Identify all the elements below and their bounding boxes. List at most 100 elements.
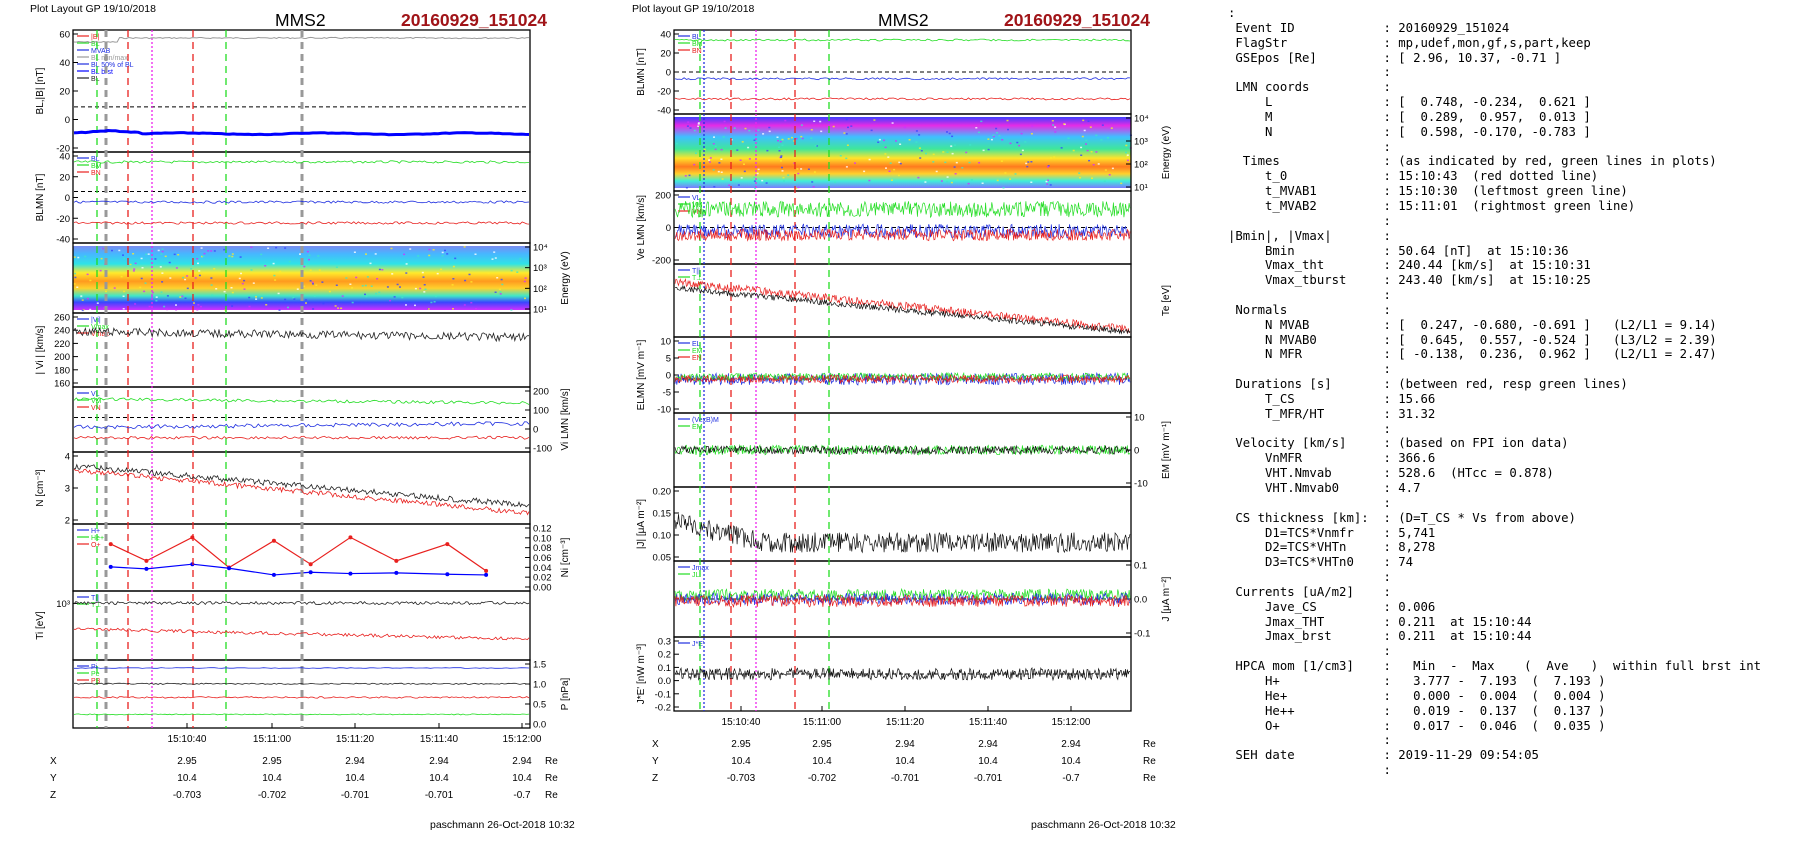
- bl-trace: [73, 200, 530, 204]
- bl-trace: [675, 38, 1131, 42]
- time-tick-label: 15:11:40: [420, 734, 459, 745]
- spectrogram-speckle: [313, 295, 316, 297]
- spectrogram-speckle: [1018, 144, 1021, 147]
- spectrogram-speckle: [917, 176, 920, 179]
- spectrogram-speckle: [77, 256, 80, 259]
- y-axis-label: J [μA m⁻²]: [1161, 576, 1172, 621]
- spectrogram-speckle: [739, 159, 742, 161]
- vm-trace: [73, 421, 530, 430]
- pi-trace: [73, 696, 530, 699]
- orbit-row-name: Y: [50, 773, 57, 784]
- spectrogram-speckle: [1103, 180, 1106, 182]
- spectrogram-speckle: [228, 255, 231, 257]
- y-tick-label: -40: [56, 235, 70, 246]
- spectrogram-speckle: [308, 258, 310, 261]
- spectrogram-speckle: [720, 148, 723, 151]
- spectrogram-speckle: [312, 308, 315, 310]
- legend-entry: VN: [91, 405, 101, 412]
- spectrogram-speckle: [100, 257, 103, 260]
- y-tick-label: 100: [533, 406, 549, 417]
- spectrogram-speckle: [198, 270, 201, 272]
- spectrogram-speckle: [1083, 129, 1086, 132]
- spectrogram-speckle: [475, 308, 477, 310]
- spectrogram-speckle: [523, 280, 526, 283]
- spectrogram-speckle: [414, 304, 416, 307]
- spectrogram-speckle: [86, 273, 89, 276]
- spectrogram-speckle: [891, 122, 894, 124]
- y-tick-label: -5: [663, 388, 671, 399]
- legend-entry: EN: [692, 355, 702, 362]
- spectrogram-speckle: [820, 130, 823, 133]
- spectrogram-speckle: [76, 286, 79, 288]
- spectrogram-speckle: [303, 265, 306, 268]
- y-axis-label: | Vi | [km/s]: [35, 325, 46, 374]
- summary-line: O+ : 0.017 - 0.046 ( 0.035 ): [1228, 718, 1606, 733]
- spectrogram-speckle: [193, 302, 195, 304]
- spectrogram-speckle: [845, 166, 848, 168]
- legend-entry: BL 50% of BL: [91, 62, 134, 69]
- spectrogram-speckle: [845, 118, 848, 121]
- spectrogram-speckle: [81, 299, 84, 301]
- spectrogram-speckle: [207, 250, 210, 252]
- spectrogram-speckle: [423, 284, 426, 286]
- spectrogram-speckle: [145, 253, 148, 256]
- spectrogram-speckle: [1025, 162, 1028, 165]
- summary-line: M : [ 0.289, 0.957, 0.013 ]: [1228, 109, 1591, 124]
- legend-entry: H+: [91, 528, 100, 535]
- spectrogram-speckle: [743, 163, 745, 165]
- spectrogram-speckle: [1106, 137, 1109, 139]
- spectrogram-speckle: [953, 166, 956, 168]
- spectrogram-speckle: [992, 134, 995, 137]
- orbit-value: -0.7: [513, 790, 531, 801]
- spectrogram-speckle: [708, 159, 711, 161]
- y-tick-label: 20: [59, 172, 70, 183]
- te-perp-trace: [674, 284, 1131, 335]
- spectrogram-speckle: [441, 254, 444, 257]
- summary-line: :: [1228, 213, 1391, 228]
- spectrogram-speckle: [202, 255, 205, 257]
- spectrogram-speckle: [406, 262, 409, 264]
- spectrogram-speckle: [777, 139, 779, 142]
- spectrogram-speckle: [118, 249, 121, 252]
- spectrogram-speckle: [353, 251, 356, 253]
- spectrogram-speckle: [776, 136, 779, 138]
- spectrogram-speckle: [946, 131, 948, 133]
- spectrogram-speckle: [863, 170, 866, 173]
- spectrogram-speckle: [74, 272, 77, 275]
- spectrogram-speckle: [722, 136, 725, 138]
- y-axis-label: P [nPa]: [560, 677, 571, 710]
- spectrogram-speckle: [334, 305, 337, 307]
- spectrogram-speckle: [733, 127, 736, 129]
- spectrogram-speckle: [86, 297, 89, 300]
- summary-line: t_MVAB1 : 15:10:30 (leftmost green line): [1228, 184, 1628, 199]
- spectrogram-speckle: [1108, 174, 1111, 176]
- spectrogram-speckle: [813, 171, 816, 173]
- summary-line: VHT.Nmvab0 : 4.7: [1228, 481, 1421, 495]
- spectrogram-speckle: [432, 249, 435, 251]
- spectrogram-speckle: [389, 299, 392, 302]
- legend-entry: VM: [91, 398, 102, 405]
- spectrogram-speckle: [843, 132, 846, 134]
- spectrogram-speckle: [160, 253, 163, 255]
- y-tick-label: 160: [54, 379, 70, 390]
- spectrogram-speckle: [766, 149, 769, 152]
- legend-entry: J*E': [692, 641, 704, 648]
- y-tick-label: 0: [666, 371, 671, 382]
- j-magnitude-trace: [674, 514, 1131, 554]
- spectrogram-speckle: [1072, 149, 1075, 152]
- spectrogram-speckle: [491, 258, 494, 260]
- spectrogram-speckle: [946, 180, 949, 183]
- spectrogram-speckle: [422, 276, 425, 278]
- spectrogram-speckle: [361, 285, 364, 287]
- summary-line: :: [1228, 362, 1391, 377]
- spectrogram-speckle: [493, 251, 496, 253]
- spectrogram-speckle: [780, 156, 783, 158]
- summary-line: :: [1228, 421, 1391, 436]
- spectrogram-speckle: [724, 127, 727, 129]
- spectrogram-speckle: [210, 284, 213, 286]
- spectrogram-speckle: [143, 290, 146, 293]
- spectrogram-speckle: [198, 274, 201, 277]
- spectrogram-speckle: [723, 120, 726, 123]
